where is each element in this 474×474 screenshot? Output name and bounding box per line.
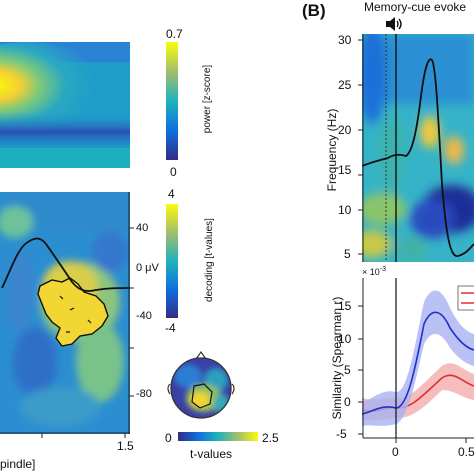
sim-ytick-minus5: -5 [336,427,347,441]
panel-b-label: (B) [302,1,326,20]
freq-ytick-20: 20 [338,123,352,137]
freq-ytick-15: 15 [338,163,352,177]
sim-ytick-5: 5 [344,363,351,377]
panel-b-title: Memory-cue evoke [364,0,467,14]
freq-ylabel: Frequency (Hz) [325,108,339,192]
power-cbar-max: 0.7 [166,27,183,41]
freq-ytick-25: 25 [338,78,352,92]
decoding-cbar-min: -4 [165,321,176,335]
decoding-ytick-minus80: -80 [136,388,152,400]
similarity-exponent: × 10-3 [362,266,387,277]
decoding-xlabel: pindle] [0,457,36,471]
power-heatmap [0,42,130,168]
decoding-colorbar [166,204,178,318]
topo-cbar-max: 2.5 [262,431,279,445]
decoding-ytick-0: 0 μV [136,262,159,274]
topo-cbar-min: 0 [165,431,172,445]
decoding-xtick-end: 1.5 [117,439,134,453]
freq-ytick-30: 30 [338,33,352,47]
decoding-heatmap [0,192,130,434]
topo-colorbar [178,432,258,441]
decoding-ytick-40: 40 [136,222,149,234]
power-cbar-min: 0 [170,165,177,179]
similarity-axes [358,278,474,443]
decoding-cbar-label: decoding [t-values] [204,218,215,302]
similarity-plot [362,278,474,438]
frequency-heatmap [362,34,474,262]
power-colorbar [166,42,178,160]
freq-ytick-10: 10 [338,203,352,217]
decoding-xaxis [0,432,130,438]
decoding-axis [128,192,134,434]
power-cbar-label: power [z-score] [202,64,213,134]
sim-ylabel: Similarity (Spearman r) [330,296,344,420]
sim-xtick-05: 0.5 [458,445,474,459]
sim-ytick-15: 15 [338,299,352,313]
sim-xtick-0: 0 [392,445,399,459]
sim-ytick-10: 10 [338,332,352,346]
sim-ytick-0: 0 [344,395,351,409]
speaker-icon [386,17,402,31]
topo-cbar-label: t-values [190,447,233,461]
decoding-ytick-minus40: -40 [136,310,152,322]
nose-icon [195,350,207,360]
decoding-cbar-max: 4 [168,187,175,201]
topography-head [167,350,235,419]
frequency-yaxis [358,34,364,262]
freq-ytick-5: 5 [344,247,351,261]
